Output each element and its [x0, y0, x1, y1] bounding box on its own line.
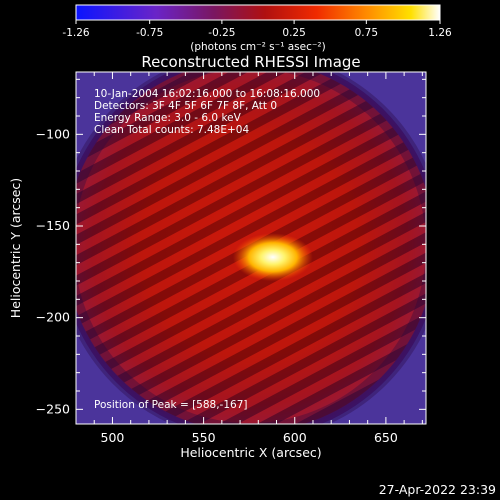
- y-axis-label: Heliocentric Y (arcsec): [8, 178, 23, 318]
- chart-title: Reconstructed RHESSI Image: [141, 53, 360, 71]
- y-tick-label: −100: [36, 126, 70, 141]
- annotation-line: Detectors: 3F 4F 5F 6F 7F 8F, Att 0: [94, 100, 277, 112]
- colorbar-gradient: [75, 4, 441, 21]
- colorbar-tick-label: 1.26: [428, 27, 452, 39]
- colorbar-tick-label: -0.25: [208, 27, 235, 39]
- image-area: [76, 72, 426, 424]
- colorbar-units: (photons cm⁻² s⁻¹ asec⁻²): [190, 41, 325, 53]
- x-tick-label: 650: [374, 430, 398, 445]
- x-tick-label: 500: [101, 430, 125, 445]
- plot-frame: [75, 71, 427, 425]
- y-tick-label: −200: [36, 310, 70, 325]
- peak-position-label: Position of Peak = [588,-167]: [94, 399, 248, 411]
- timestamp: 27-Apr-2022 23:39: [379, 482, 496, 497]
- x-tick-label: 550: [192, 430, 216, 445]
- colorbar-tick-label: -0.75: [136, 27, 163, 39]
- annotation-line: Energy Range: 3.0 - 6.0 keV: [94, 112, 242, 124]
- x-axis: 500 550 600 650: [93, 72, 423, 445]
- x-axis-label: Heliocentric X (arcsec): [180, 445, 321, 460]
- colorbar-tick-label: -1.26: [62, 27, 89, 39]
- y-axis: −100 −150 −200 −250: [36, 78, 426, 416]
- annotation-line: 10-Jan-2004 16:02:16.000 to 16:08:16.000: [94, 88, 320, 100]
- y-tick-label: −250: [36, 401, 70, 416]
- peak-source: [232, 233, 313, 282]
- colorbar-tick-label: 0.75: [355, 27, 378, 39]
- colorbar-tick-label: 0.25: [282, 27, 305, 39]
- colorbar-ticks: -1.26 -0.75 -0.25 0.25 0.75 1.26: [62, 20, 452, 39]
- annotation-line: Clean Total counts: 7.48E+04: [94, 124, 249, 136]
- annotation-block: 10-Jan-2004 16:02:16.000 to 16:08:16.000…: [94, 88, 320, 136]
- x-tick-label: 600: [283, 430, 307, 445]
- y-tick-label: −150: [36, 218, 70, 233]
- colorbar: -1.26 -0.75 -0.25 0.25 0.75 1.26 (photons cm⁻…: [62, 4, 452, 53]
